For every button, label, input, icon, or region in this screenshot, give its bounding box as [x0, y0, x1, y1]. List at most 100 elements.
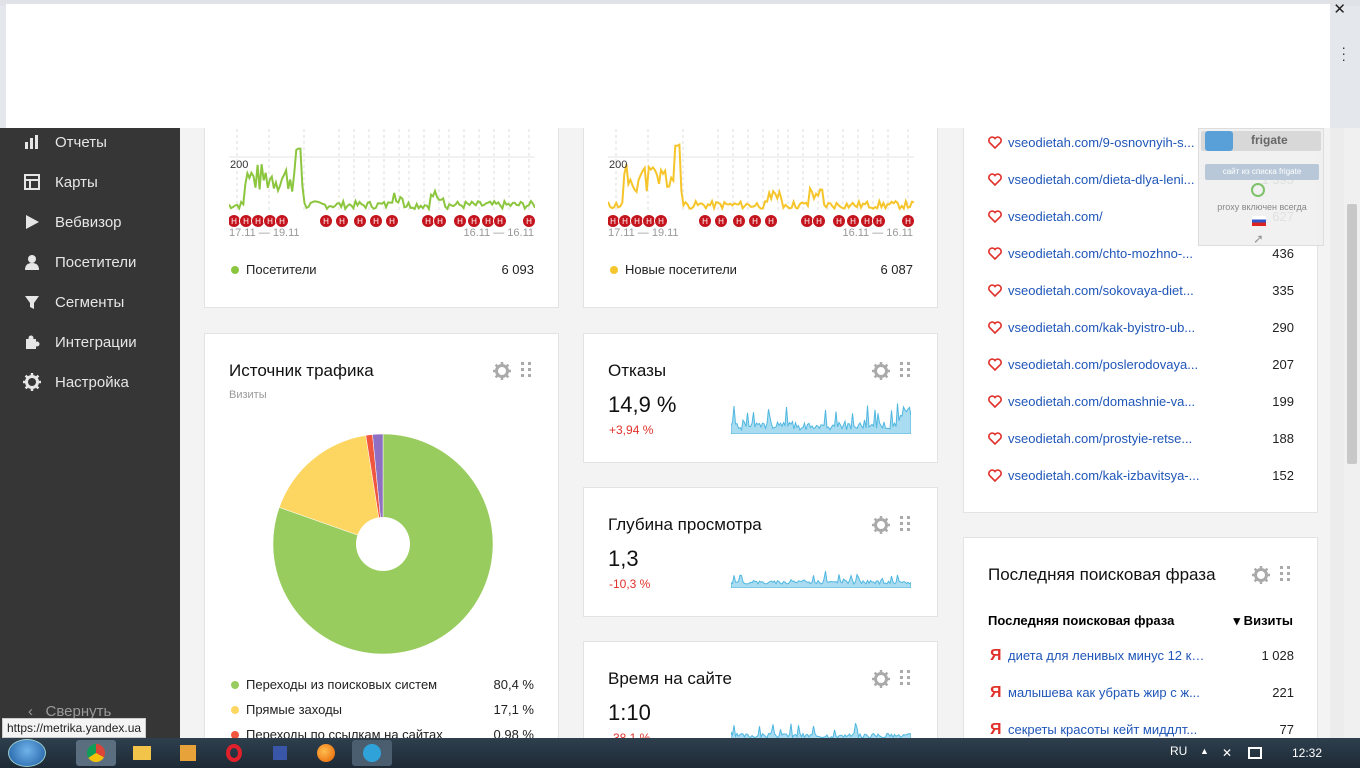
- heart-icon[interactable]: [988, 432, 1002, 448]
- sidebar-item-reports[interactable]: Отчеты: [22, 130, 107, 154]
- annotation-marker[interactable]: [901, 214, 915, 228]
- page-url[interactable]: vseodietah.com/domashnie-va...: [1008, 394, 1196, 409]
- annotation-marker[interactable]: [764, 214, 778, 228]
- heart-icon[interactable]: [988, 321, 1002, 337]
- annotation-marker[interactable]: [698, 214, 712, 228]
- site-list-badge[interactable]: сайт из списка frigate: [1205, 164, 1319, 180]
- series-line[interactable]: [608, 143, 914, 212]
- pie-slice[interactable]: [372, 433, 384, 545]
- annotation-marker[interactable]: [832, 214, 846, 228]
- annotation-marker[interactable]: [369, 214, 383, 228]
- opera-taskbar-button[interactable]: [214, 740, 254, 766]
- explorer-taskbar-button[interactable]: [122, 740, 162, 766]
- page-url[interactable]: vseodietah.com/kak-izbavitsya-...: [1008, 468, 1200, 483]
- gear-icon[interactable]: [1252, 566, 1270, 584]
- firefox-taskbar-button[interactable]: [306, 740, 346, 766]
- menu-dots-icon[interactable]: · · ·: [1341, 39, 1346, 67]
- annotation-marker[interactable]: [319, 214, 333, 228]
- annotation-marker[interactable]: [522, 214, 536, 228]
- legend-item[interactable]: Посетители: [231, 262, 317, 277]
- keyboard-language[interactable]: RU: [1170, 744, 1188, 758]
- drag-handle-icon[interactable]: [900, 362, 910, 378]
- tray-expand-icon[interactable]: ▲: [1200, 746, 1209, 756]
- network-icon[interactable]: ✕: [1222, 746, 1233, 760]
- save-taskbar-button[interactable]: [260, 740, 300, 766]
- list-item[interactable]: vseodietah.com/domashnie-va... 199: [988, 394, 1294, 412]
- drag-handle-icon[interactable]: [900, 516, 910, 532]
- annotation-marker[interactable]: [275, 214, 289, 228]
- annotation-marker[interactable]: [433, 214, 447, 228]
- pie-slice[interactable]: [278, 435, 384, 545]
- search-phrase[interactable]: малышева как убрать жир с ж...: [1008, 685, 1200, 700]
- annotation-marker[interactable]: [453, 214, 467, 228]
- russia-flag-icon[interactable]: [1252, 216, 1266, 226]
- arrow-up-icon[interactable]: ➚: [1253, 231, 1264, 246]
- list-item[interactable]: vseodietah.com/chto-mozhno-... 436: [988, 246, 1294, 264]
- series-line[interactable]: [229, 147, 535, 212]
- annotation-marker[interactable]: [353, 214, 367, 228]
- annotation-marker[interactable]: [385, 214, 399, 228]
- collapse-button[interactable]: ‹ Свернуть: [28, 703, 111, 720]
- gear-icon[interactable]: [872, 516, 890, 534]
- annotation-marker[interactable]: [493, 214, 507, 228]
- gear-icon[interactable]: [872, 670, 890, 688]
- telegram-taskbar-button[interactable]: [352, 740, 392, 766]
- heart-icon[interactable]: [988, 284, 1002, 300]
- power-icon[interactable]: [1251, 183, 1265, 197]
- list-item[interactable]: vseodietah.com/prostyie-retse... 188: [988, 431, 1294, 449]
- chrome-taskbar-button[interactable]: [76, 740, 116, 766]
- page-url[interactable]: vseodietah.com/9-osnovnyih-s...: [1008, 135, 1195, 150]
- heart-icon[interactable]: [988, 136, 1002, 152]
- legend-item[interactable]: Прямые заходы: [231, 702, 342, 717]
- drag-handle-icon[interactable]: [1280, 566, 1290, 582]
- sidebar-item-integrations[interactable]: Интеграции: [22, 330, 137, 354]
- legend-item[interactable]: Новые посетители: [610, 262, 737, 277]
- heart-icon[interactable]: [988, 358, 1002, 374]
- page-url[interactable]: vseodietah.com/sokovaya-diet...: [1008, 283, 1194, 298]
- start-button[interactable]: [8, 739, 46, 767]
- annotation-marker[interactable]: [748, 214, 762, 228]
- column-header-phrase[interactable]: Последняя поисковая фраза: [988, 613, 1175, 628]
- gear-icon[interactable]: [872, 362, 890, 380]
- annotation-marker[interactable]: [467, 214, 481, 228]
- page-url[interactable]: vseodietah.com/poslerodovaya...: [1008, 357, 1199, 372]
- sidebar-item-segments[interactable]: Сегменты: [22, 290, 124, 314]
- annotation-marker[interactable]: [846, 214, 860, 228]
- heart-icon[interactable]: [988, 469, 1002, 485]
- list-item[interactable]: vseodietah.com/kak-byistro-ub... 290: [988, 320, 1294, 338]
- list-item[interactable]: vseodietah.com/kak-izbavitsya-... 152: [988, 468, 1294, 486]
- annotation-marker[interactable]: [812, 214, 826, 228]
- annotation-marker[interactable]: [654, 214, 668, 228]
- search-phrase[interactable]: диета для ленивых минус 12 кг...: [1008, 648, 1205, 663]
- heart-icon[interactable]: [988, 395, 1002, 411]
- sidebar-item-settings[interactable]: Настройка: [22, 370, 129, 394]
- page-url[interactable]: vseodietah.com/dieta-dlya-leni...: [1008, 172, 1195, 187]
- gear-icon[interactable]: [493, 362, 511, 380]
- legend-item[interactable]: Переходы из поисковых систем: [231, 677, 437, 692]
- list-item[interactable]: vseodietah.com/poslerodovaya... 207: [988, 357, 1294, 375]
- annotation-marker[interactable]: [872, 214, 886, 228]
- sidebar-item-webvisor[interactable]: Вебвизор: [22, 210, 122, 234]
- annotation-marker[interactable]: [732, 214, 746, 228]
- heart-icon[interactable]: [988, 247, 1002, 263]
- column-header-visits[interactable]: ▾ Визиты: [1233, 613, 1293, 628]
- close-icon[interactable]: ✕: [1333, 1, 1346, 18]
- page-scrollbar[interactable]: [1344, 128, 1360, 740]
- scrollbar-thumb[interactable]: [1347, 204, 1357, 464]
- page-url[interactable]: vseodietah.com/prostyie-retse...: [1008, 431, 1193, 446]
- sidebar-item-visitors[interactable]: Посетители: [22, 250, 136, 274]
- action-center-icon[interactable]: [1248, 747, 1262, 759]
- clock[interactable]: 12:32: [1292, 746, 1323, 760]
- page-url[interactable]: vseodietah.com/: [1008, 209, 1103, 224]
- annotation-marker[interactable]: [714, 214, 728, 228]
- drag-handle-icon[interactable]: [521, 362, 531, 378]
- heart-icon[interactable]: [988, 173, 1002, 189]
- sidebar-item-maps[interactable]: Карты: [22, 170, 98, 194]
- search-phrase[interactable]: секреты красоты кейт миддлт...: [1008, 722, 1198, 737]
- heart-icon[interactable]: [988, 210, 1002, 226]
- list-item[interactable]: vseodietah.com/sokovaya-diet... 335: [988, 283, 1294, 301]
- annotation-marker[interactable]: [335, 214, 349, 228]
